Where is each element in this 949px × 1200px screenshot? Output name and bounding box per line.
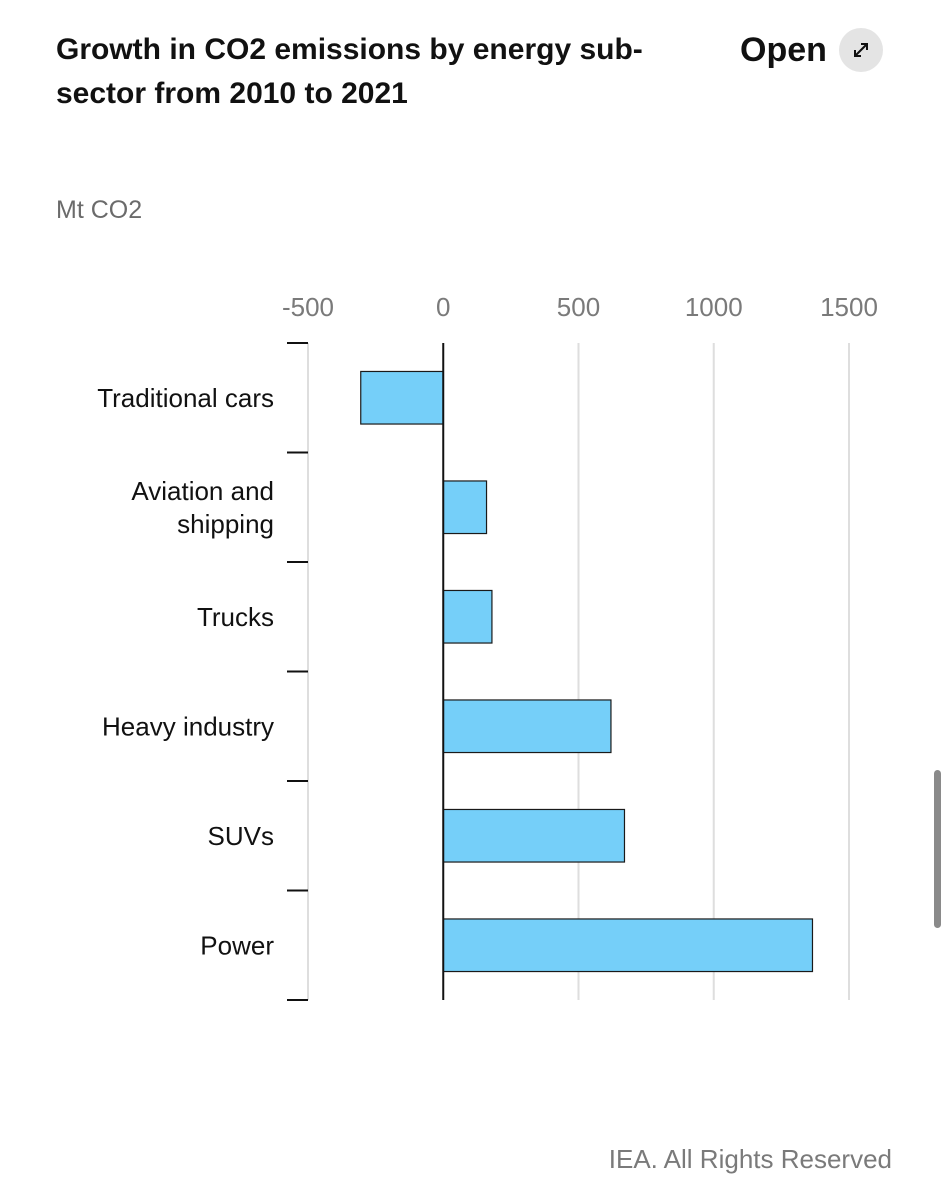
chart-title: Growth in CO2 emissions by energy sub-se… (56, 33, 643, 110)
category-label: Heavy industry (102, 711, 274, 741)
x-tick-label: 1000 (685, 292, 743, 322)
bar-trucks (442, 589, 493, 644)
bar-suvs (442, 808, 626, 863)
footer-credit: IEA. All Rights Reserved (608, 1144, 892, 1174)
open-button[interactable]: Open (740, 28, 883, 72)
category-label: Aviation and (131, 476, 274, 506)
x-tick-label: -500 (282, 292, 334, 322)
bar-traditional-cars (360, 370, 444, 425)
bar-power (442, 918, 814, 973)
category-label: Traditional cars (97, 383, 274, 413)
x-tick-label: 1500 (820, 292, 878, 322)
expand-arrows-icon[interactable] (838, 28, 883, 72)
scrollbar[interactable] (934, 770, 941, 928)
category-label: shipping (177, 509, 274, 539)
category-label: Trucks (197, 602, 274, 632)
unit-label: Mt CO2 (56, 196, 143, 224)
open-label: Open (740, 30, 827, 69)
bar-aviation-and-shipping (442, 480, 488, 535)
x-tick-label: 0 (436, 292, 450, 322)
category-label: Power (200, 930, 274, 960)
bar-heavy-industry (442, 699, 612, 754)
x-tick-label: 500 (557, 292, 600, 322)
category-label: SUVs (208, 821, 274, 851)
